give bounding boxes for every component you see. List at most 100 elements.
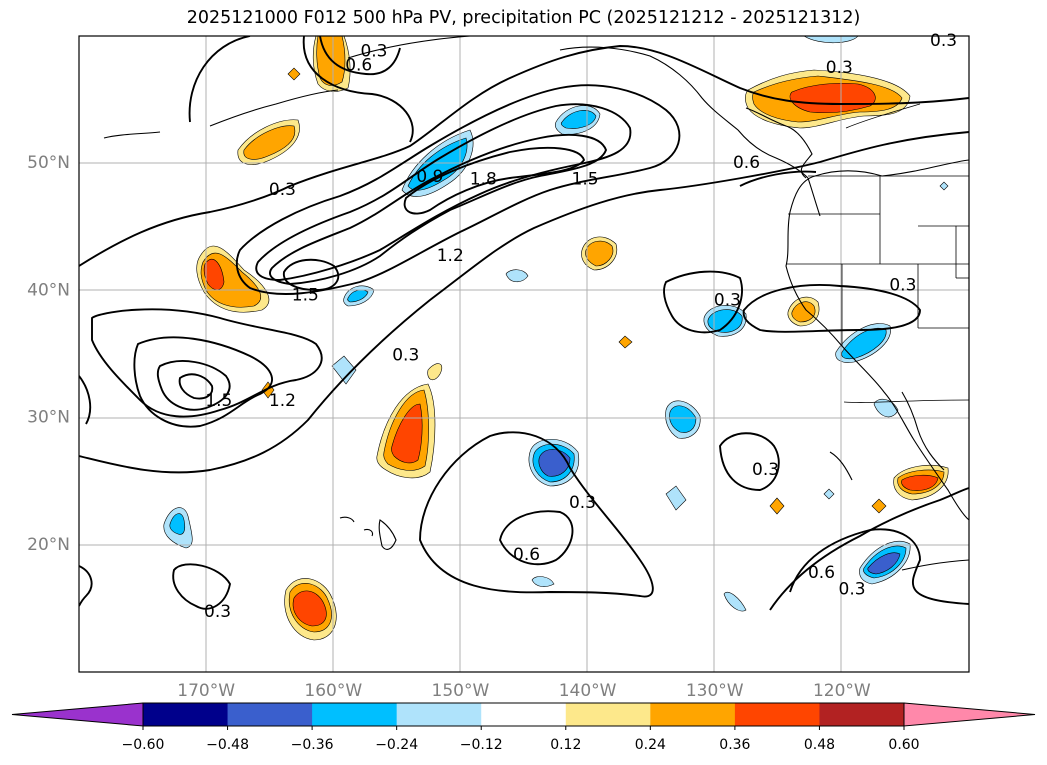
pv-contour-0.3	[663, 270, 743, 334]
contour-label: 0.6	[808, 563, 835, 583]
lat-tick-label: 40°N	[27, 280, 70, 300]
state-borders	[786, 103, 969, 403]
contour-label: 1.8	[470, 170, 497, 190]
colorbar-bin	[312, 703, 398, 726]
precip-positive-area	[287, 67, 301, 81]
coastlines	[103, 36, 969, 571]
precip-positive-area	[292, 590, 327, 627]
precip-positive-area	[871, 498, 887, 514]
lat-tick-label: 20°N	[27, 535, 70, 555]
precip-negative-area	[723, 591, 747, 612]
lon-tick-label: 140°W	[559, 681, 617, 701]
precip-negative-area	[939, 181, 949, 191]
colorbar-bin	[227, 703, 313, 726]
precip-negative-area	[707, 309, 743, 333]
pv-contour-1.2	[255, 103, 632, 281]
contour-labels: 0.30.6 0.30.30.30.9 1.8 1.50.61.21.5 0.30.30…	[204, 31, 957, 622]
contour-label: 0.3	[930, 31, 957, 51]
lon-tick-label: 170°W	[177, 681, 235, 701]
lat-tick-label: 30°N	[27, 408, 70, 428]
lon-tick-label: 150°W	[432, 681, 490, 701]
pv-contour-0.6	[319, 36, 401, 76]
contour-label: 1.5	[292, 285, 319, 305]
map-panel	[79, 36, 969, 672]
contour-label: 0.3	[392, 345, 419, 365]
colorbar-extend-max	[903, 702, 1036, 727]
colorbar-frame	[142, 702, 905, 727]
contour-label: 0.9	[416, 167, 443, 187]
contour-label: 0.3	[569, 493, 596, 513]
pv-contour-0.6	[499, 510, 574, 566]
pv-contour-1.8	[178, 373, 214, 400]
colorbar-tick-label: 0.60	[888, 737, 919, 753]
contour-label: 1.5	[572, 170, 599, 190]
precip-negative-area	[669, 405, 697, 433]
colorbar-extend-min	[11, 702, 144, 727]
pv-contour-0.9	[91, 308, 323, 418]
pv-contour-0.3	[172, 563, 232, 610]
precip-positive-area	[789, 82, 876, 114]
lat-tick-label: 50°N	[27, 153, 70, 173]
precip-negative-area	[867, 552, 901, 575]
contour-label: 0.3	[839, 579, 866, 599]
contour-label: 0.3	[360, 41, 387, 61]
lon-tick-label: 130°W	[686, 681, 744, 701]
contour-label: 1.2	[269, 391, 296, 411]
contour-label: 0.3	[752, 460, 779, 480]
pv-contour-1.2	[133, 336, 273, 428]
precip-positive-area	[427, 363, 443, 381]
pv-contour-1.8	[283, 258, 340, 291]
colorbar-tick-label: 0.12	[550, 737, 581, 753]
colorbar-tick-label: −0.60	[122, 737, 165, 753]
pv-contour-0.6	[789, 528, 969, 605]
precip-positive-area	[243, 125, 296, 160]
precip-negative-area	[331, 355, 357, 385]
colorbar: −0.60 −0.48 −0.36 −0.24 −0.12 0.12 0.24 0.36 0.4…	[11, 702, 1036, 753]
pv-contour-0.6	[739, 170, 817, 187]
contour-label: 0.3	[889, 275, 916, 295]
pv-contour-0.3	[79, 375, 92, 425]
contour-label: 1.2	[437, 246, 464, 266]
colorbar-bin	[650, 703, 736, 726]
contour-label: 1.5	[205, 391, 232, 411]
precip-negative-area	[823, 488, 835, 500]
colorbar-tick-label: −0.48	[206, 737, 249, 753]
lon-tick-label: 160°W	[304, 681, 362, 701]
precip-negative-area	[505, 269, 529, 283]
precip-positive-area	[391, 403, 423, 464]
contour-label: 0.6	[513, 545, 540, 565]
colorbar-tick-label: −0.24	[375, 737, 418, 753]
colorbar-tick-label: 0.48	[804, 737, 835, 753]
precip-negative-area	[665, 485, 687, 511]
colorbar-bin	[819, 703, 905, 726]
colorbar-tick-label: −0.36	[291, 737, 334, 753]
precip-negative-area	[841, 328, 887, 360]
contour-label: 0.3	[269, 180, 296, 200]
pv-contour-1.5	[156, 360, 231, 411]
pv-contour-0.3	[188, 36, 414, 143]
precip-negative-area	[169, 513, 186, 535]
pv-contour-0.3	[419, 431, 654, 598]
pv-contour-0.3	[79, 565, 93, 607]
colorbar-bin	[565, 703, 651, 726]
contour-label: 0.3	[204, 602, 231, 622]
pv-contour-0.3	[719, 432, 780, 491]
colorbar-tick-label: 0.24	[635, 737, 666, 753]
pv-contour-0.9	[235, 84, 681, 295]
map-frame	[78, 35, 970, 673]
pv-contour-1.8	[403, 146, 586, 215]
pv-contour-0.6	[79, 131, 969, 474]
precip-positive-area	[791, 301, 816, 323]
pv-contour-0.3	[742, 284, 921, 333]
contour-label: 0.3	[826, 58, 853, 78]
precip-negative-area	[531, 576, 555, 587]
contour-label: 0.6	[345, 55, 372, 75]
precip-positive-area	[901, 474, 939, 491]
precip-positive-area	[769, 497, 785, 515]
contour-label: 0.6	[733, 153, 760, 173]
colorbar-bin	[143, 703, 229, 726]
colorbar-bin	[481, 703, 567, 726]
pv-contour-0.3	[79, 45, 969, 267]
colorbar-bin	[396, 703, 482, 726]
